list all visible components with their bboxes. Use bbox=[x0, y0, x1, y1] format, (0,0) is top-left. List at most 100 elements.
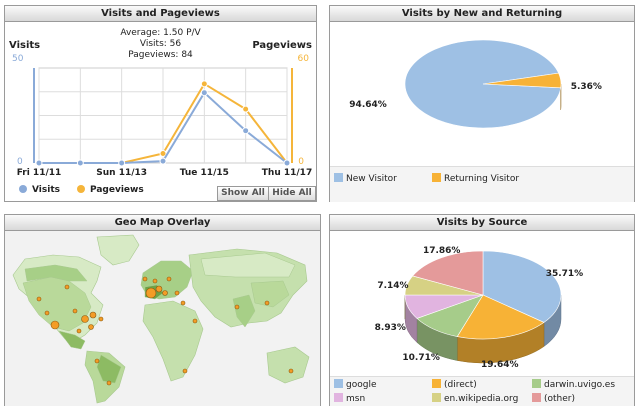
data-point-visits[interactable] bbox=[283, 159, 291, 167]
geo-map-title: Geo Map Overlay bbox=[5, 215, 320, 231]
map-marker[interactable] bbox=[155, 285, 163, 293]
legend-visits[interactable]: Visits bbox=[19, 185, 60, 195]
map-marker[interactable] bbox=[72, 308, 78, 314]
map-marker[interactable] bbox=[166, 276, 172, 282]
legend-other[interactable]: (other) bbox=[532, 393, 575, 404]
legend-new-visitor[interactable]: New Visitor bbox=[334, 173, 397, 184]
legend-google-swatch bbox=[334, 379, 343, 388]
map-marker[interactable] bbox=[88, 324, 94, 330]
legend-returning-visitor[interactable]: Returning Visitor bbox=[432, 173, 519, 184]
legend-google[interactable]: google bbox=[334, 379, 376, 390]
world-map[interactable] bbox=[5, 231, 320, 406]
map-marker[interactable] bbox=[145, 287, 157, 299]
legend-new-visitor-swatch bbox=[334, 173, 343, 182]
map-marker[interactable] bbox=[264, 300, 270, 306]
map-marker[interactable] bbox=[182, 368, 188, 374]
right-axis-min: 0 bbox=[298, 157, 304, 167]
new-returning-title: Visits by New and Returning bbox=[330, 6, 634, 22]
legend-wikipedia-label: en.wikipedia.org bbox=[444, 394, 519, 404]
legend-returning-visitor-swatch bbox=[432, 173, 441, 182]
map-marker[interactable] bbox=[98, 316, 104, 322]
legend-other-label: (other) bbox=[544, 394, 575, 404]
data-point-visits[interactable] bbox=[35, 159, 43, 167]
data-point-visits[interactable] bbox=[159, 157, 167, 165]
map-visit-markers bbox=[36, 276, 294, 386]
map-china bbox=[250, 280, 290, 308]
map-australia bbox=[266, 346, 310, 384]
visits-pageviews-title: Visits and Pageviews bbox=[5, 6, 316, 22]
legend-direct[interactable]: (direct) bbox=[432, 379, 477, 390]
pie-value-label: 7.14% bbox=[377, 280, 409, 291]
x-tick-label: Tue 11/15 bbox=[179, 168, 229, 178]
map-marker[interactable] bbox=[288, 368, 294, 374]
map-marker[interactable] bbox=[44, 310, 50, 316]
right-axis-label: Pageviews bbox=[252, 40, 312, 51]
legend-pageviews[interactable]: Pageviews bbox=[77, 185, 144, 195]
legend-visits-label: Visits bbox=[32, 185, 60, 195]
map-canada bbox=[24, 264, 88, 282]
legend-pageviews-label: Pageviews bbox=[90, 185, 144, 195]
data-point-pageviews[interactable] bbox=[200, 80, 208, 88]
data-point-pageviews[interactable] bbox=[242, 105, 250, 113]
pie-value-label: 8.93% bbox=[374, 322, 406, 333]
map-marker[interactable] bbox=[76, 328, 82, 334]
visits-pageviews-panel: Visits and Pageviews Average: 1.50 P/V V… bbox=[4, 5, 317, 202]
pie-slice[interactable] bbox=[404, 39, 562, 129]
pie-value-label: 94.64% bbox=[349, 99, 387, 110]
legend-other-swatch bbox=[532, 393, 541, 402]
pie-value-label: 19.64% bbox=[481, 360, 519, 371]
pie-slice[interactable] bbox=[482, 250, 562, 323]
map-marker[interactable] bbox=[152, 278, 158, 284]
geo-map-panel: Geo Map Overlay bbox=[4, 214, 321, 406]
legend-wikipedia-swatch bbox=[432, 393, 441, 402]
map-marker[interactable] bbox=[192, 318, 198, 324]
legend-google-label: google bbox=[346, 380, 377, 390]
legend-new-visitor-label: New Visitor bbox=[346, 174, 397, 184]
legend-msn[interactable]: msn bbox=[334, 393, 365, 404]
map-marker[interactable] bbox=[174, 290, 180, 296]
pie-slice[interactable] bbox=[412, 250, 484, 296]
data-point-pageviews[interactable] bbox=[159, 150, 167, 157]
pie-value-label: 10.71% bbox=[402, 352, 440, 363]
left-axis-max: 50 bbox=[12, 54, 24, 64]
map-marker[interactable] bbox=[81, 315, 89, 323]
left-axis-label: Visits bbox=[9, 40, 41, 51]
hide-all-button[interactable]: Hide All bbox=[268, 186, 316, 201]
summary-average: Average: 1.50 P/V bbox=[120, 28, 201, 38]
map-marker[interactable] bbox=[142, 276, 148, 282]
x-tick-label: Fri 11/11 bbox=[16, 168, 62, 178]
map-marker[interactable] bbox=[180, 300, 186, 306]
pie-slice[interactable] bbox=[456, 294, 545, 340]
map-marker[interactable] bbox=[89, 311, 97, 319]
summary-pageviews: Pageviews: 84 bbox=[128, 50, 193, 60]
map-marker[interactable] bbox=[162, 290, 168, 296]
show-all-button[interactable]: Show All bbox=[217, 186, 269, 201]
legend-direct-swatch bbox=[432, 379, 441, 388]
map-india bbox=[232, 294, 256, 328]
data-point-visits[interactable] bbox=[242, 127, 250, 135]
new-returning-panel: Visits by New and Returning 94.64% 5.36% … bbox=[329, 5, 635, 202]
data-point-visits[interactable] bbox=[118, 159, 126, 167]
map-russia bbox=[200, 252, 296, 278]
legend-darwin-label: darwin.uvigo.es bbox=[544, 380, 616, 390]
legend-darwin-swatch bbox=[532, 379, 541, 388]
map-marker[interactable] bbox=[94, 358, 100, 364]
legend-msn-swatch bbox=[334, 393, 343, 402]
legend-darwin[interactable]: darwin.uvigo.es bbox=[532, 379, 615, 390]
map-marker[interactable] bbox=[234, 304, 240, 310]
pie-slice[interactable] bbox=[482, 72, 562, 89]
map-marker[interactable] bbox=[50, 320, 60, 330]
pie-value-label: 35.71% bbox=[545, 269, 584, 280]
map-central-america bbox=[58, 330, 86, 350]
new-returning-pie-chart bbox=[404, 39, 562, 129]
map-marker[interactable] bbox=[64, 284, 70, 290]
legend-returning-visitor-label: Returning Visitor bbox=[444, 174, 520, 184]
data-point-visits[interactable] bbox=[76, 159, 84, 167]
legend-wikipedia[interactable]: en.wikipedia.org bbox=[432, 393, 518, 404]
source-legend-area bbox=[330, 376, 634, 406]
left-axis-min: 0 bbox=[17, 157, 23, 167]
map-marker[interactable] bbox=[106, 380, 112, 386]
map-marker[interactable] bbox=[36, 296, 42, 302]
data-point-visits[interactable] bbox=[200, 89, 208, 97]
legend-pageviews-dot bbox=[77, 185, 85, 193]
